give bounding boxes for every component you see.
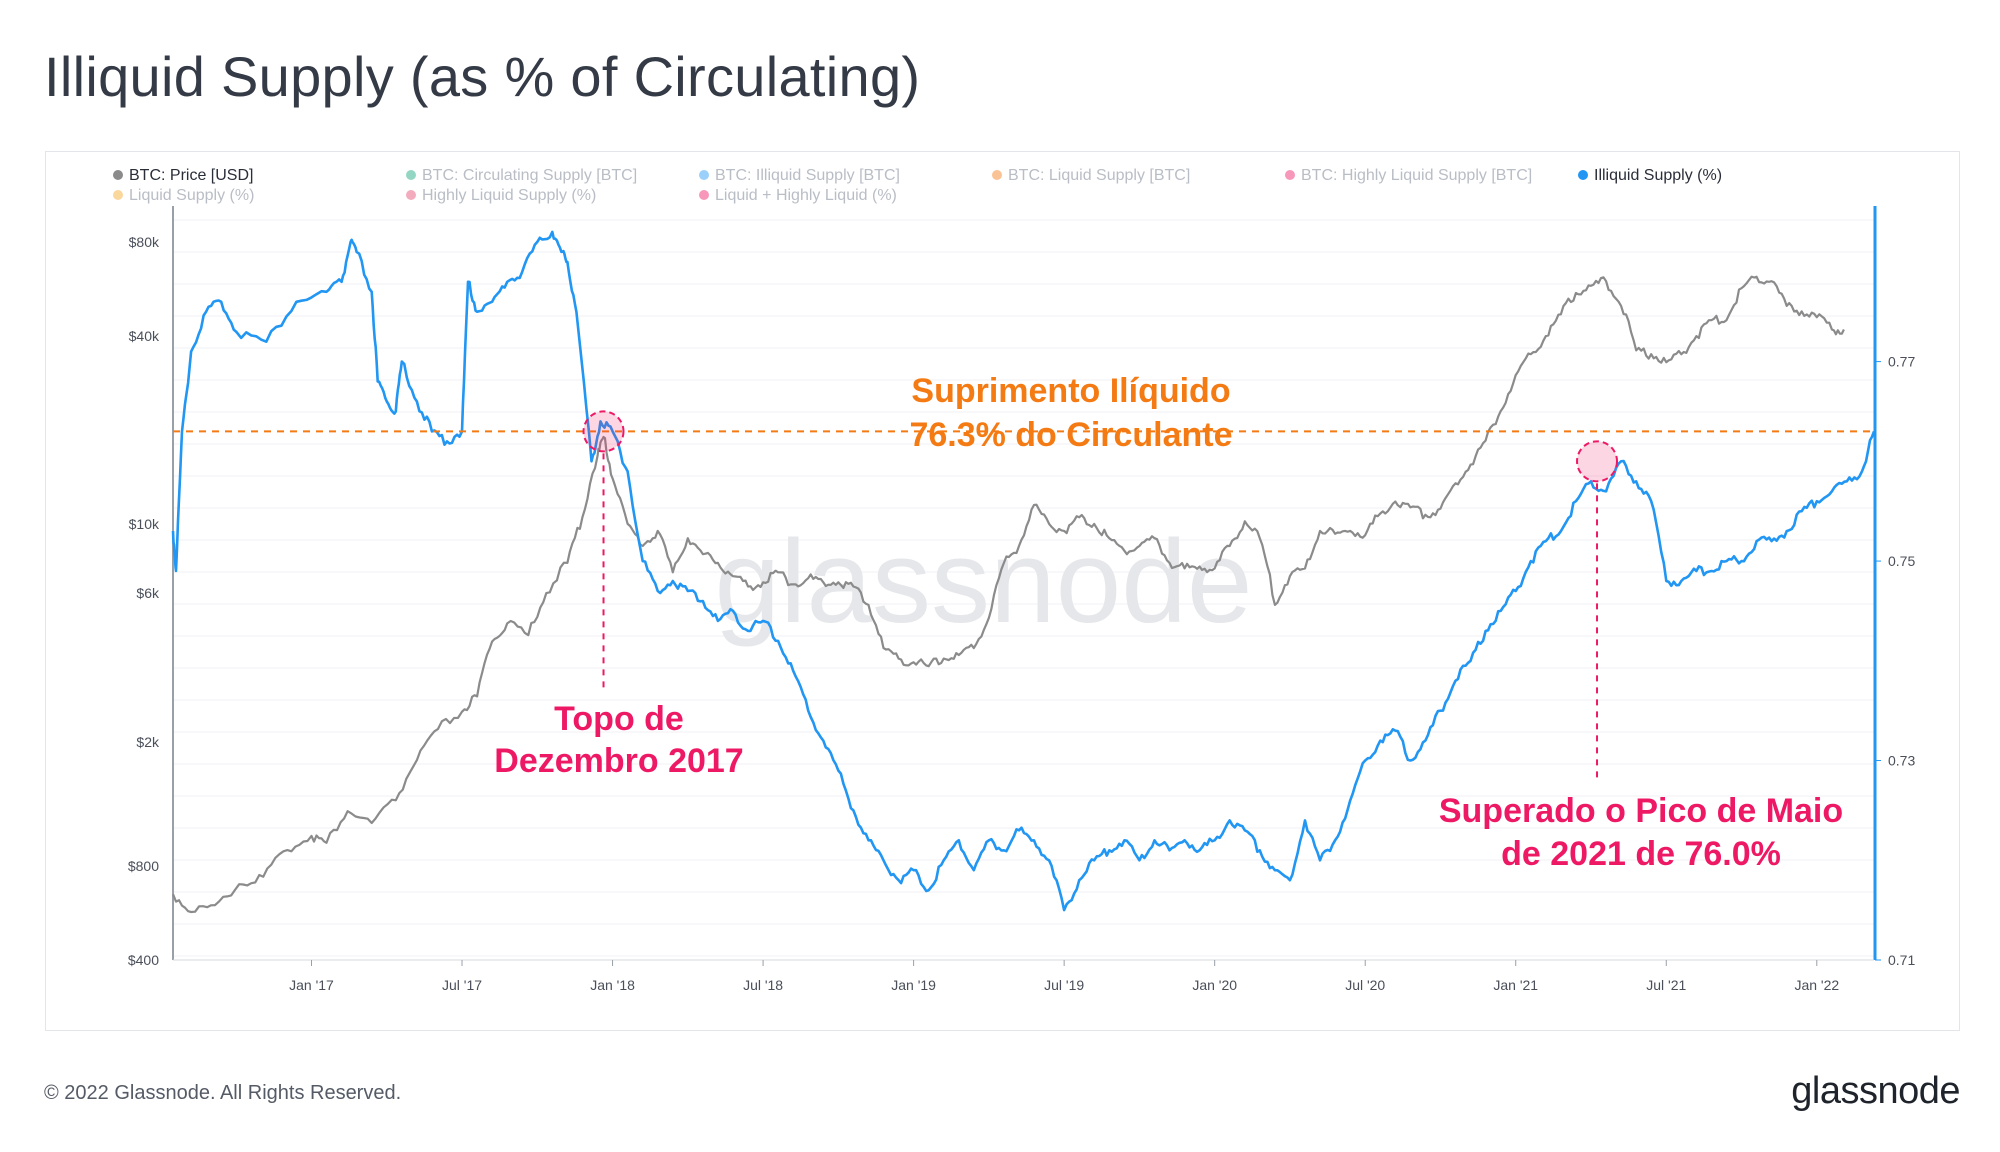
legend-marker [113,190,123,200]
legend-item: BTC: Highly Liquid Supply [BTC] [1301,167,1532,184]
footer-logo: glassnode [1791,1070,1960,1112]
legend-marker [992,170,1002,180]
annotation-top2017-line2: Dezembro 2017 [494,742,743,780]
x-tick-label: Jul '18 [743,977,783,993]
dec-2017-top-highlight [582,410,625,453]
annotation-top2017-line1: Topo de [554,700,684,738]
y-right-tick-label: 0.71 [1888,952,1915,968]
legend-marker [1285,170,1295,180]
legend-item: BTC: Price [USD] [129,167,253,184]
series-line-price [171,275,1845,914]
legend-marker [699,170,709,180]
legend-marker [699,190,709,200]
y-left-tick-label: $40k [129,328,160,344]
legend-item: BTC: Liquid Supply [BTC] [1008,167,1190,184]
y-left-tick-label: $400 [128,952,159,968]
annotation-may2021-line2: de 2021 de 76.0% [1501,835,1781,873]
x-tick-label: Jul '21 [1646,977,1686,993]
x-tick-label: Jan '22 [1794,977,1839,993]
x-tick-label: Jan '20 [1192,977,1237,993]
x-tick-label: Jan '21 [1493,977,1538,993]
x-tick-label: Jan '18 [590,977,635,993]
legend-marker [406,190,416,200]
x-tick-label: Jul '17 [442,977,482,993]
annotation-threshold-line1: Suprimento Ilíquido [911,372,1230,410]
y-left-tick-label: $800 [128,858,159,874]
annotation-may2021-line1: Superado o Pico de Maio [1439,792,1843,830]
x-tick-label: Jul '20 [1345,977,1385,993]
chart-panel: glassnode $400 $800 $2k $6k $10k $40k $80k 0.71 0… [45,151,1960,1031]
legend-item: Liquid + Highly Liquid (%) [715,187,897,204]
x-tick-label: Jan '17 [289,977,334,993]
may-2021-peak-highlight [1576,440,1619,483]
legend-item: Illiquid Supply (%) [1594,167,1722,184]
legend-item: Liquid Supply (%) [129,187,254,204]
annotation-threshold-line2: 76.3% do Circulante [909,416,1232,454]
y-right-tick-label: 0.75 [1888,553,1915,569]
legend-marker [406,170,416,180]
series-line-illiquid-supply-pct [171,230,1876,912]
y-right-tick-label: 0.73 [1888,753,1915,769]
y-left-tick-label: $2k [136,734,160,750]
y-left-tick-label: $80k [129,234,160,250]
x-tick-label: Jan '19 [891,977,936,993]
y-right-tick-label: 0.77 [1888,354,1915,370]
page-title: Illiquid Supply (as % of Circulating) [44,45,921,108]
legend-marker [113,170,123,180]
y-left-tick-label: $6k [136,585,160,601]
y-left-tick-label: $10k [129,516,160,532]
legend-item: BTC: Circulating Supply [BTC] [422,167,637,184]
chart-svg: glassnode$400$800$2k$6k$10k$40k$80k0.710… [113,167,1915,993]
x-tick-label: Jul '19 [1044,977,1084,993]
legend-item: BTC: Illiquid Supply [BTC] [715,167,900,184]
legend-marker [1578,170,1588,180]
footer-copyright: © 2022 Glassnode. All Rights Reserved. [44,1082,402,1104]
legend-item: Highly Liquid Supply (%) [422,187,596,204]
